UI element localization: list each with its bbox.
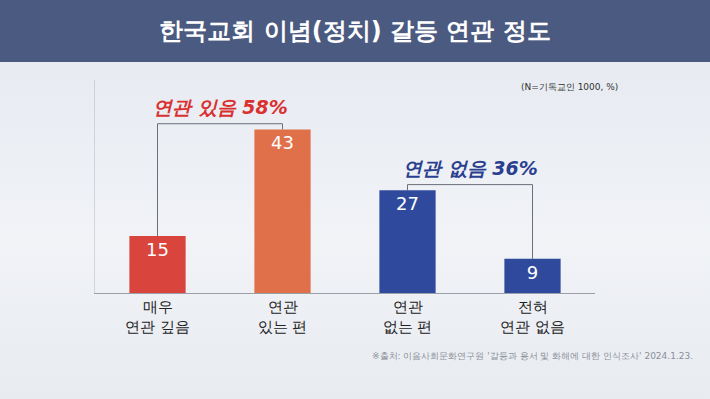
svg-text:27: 27 xyxy=(396,193,419,214)
svg-text:전혀연관 없음: 전혀연관 없음 xyxy=(500,298,565,336)
svg-text:9: 9 xyxy=(527,262,538,283)
svg-text:연관 있음 58%: 연관 있음 58% xyxy=(153,96,288,118)
svg-text:매우연관 깊음: 매우연관 깊음 xyxy=(125,298,190,336)
svg-text:※출처: 이음사회문화연구원 '갈등과 용서 및 화해에 대: ※출처: 이음사회문화연구원 '갈등과 용서 및 화해에 대한 인식조사' 20… xyxy=(372,351,693,361)
svg-text:연관 없음 36%: 연관 없음 36% xyxy=(403,157,538,179)
svg-text:15: 15 xyxy=(146,239,169,260)
svg-text:(N=기독교인 1000, %): (N=기독교인 1000, %) xyxy=(521,82,618,92)
svg-text:한국교회 이념(정치) 갈등 연관 정도: 한국교회 이념(정치) 갈등 연관 정도 xyxy=(159,17,550,45)
svg-text:연관없는 편: 연관없는 편 xyxy=(383,298,433,336)
svg-text:43: 43 xyxy=(271,132,294,153)
svg-text:연관있는 편: 연관있는 편 xyxy=(258,298,308,336)
